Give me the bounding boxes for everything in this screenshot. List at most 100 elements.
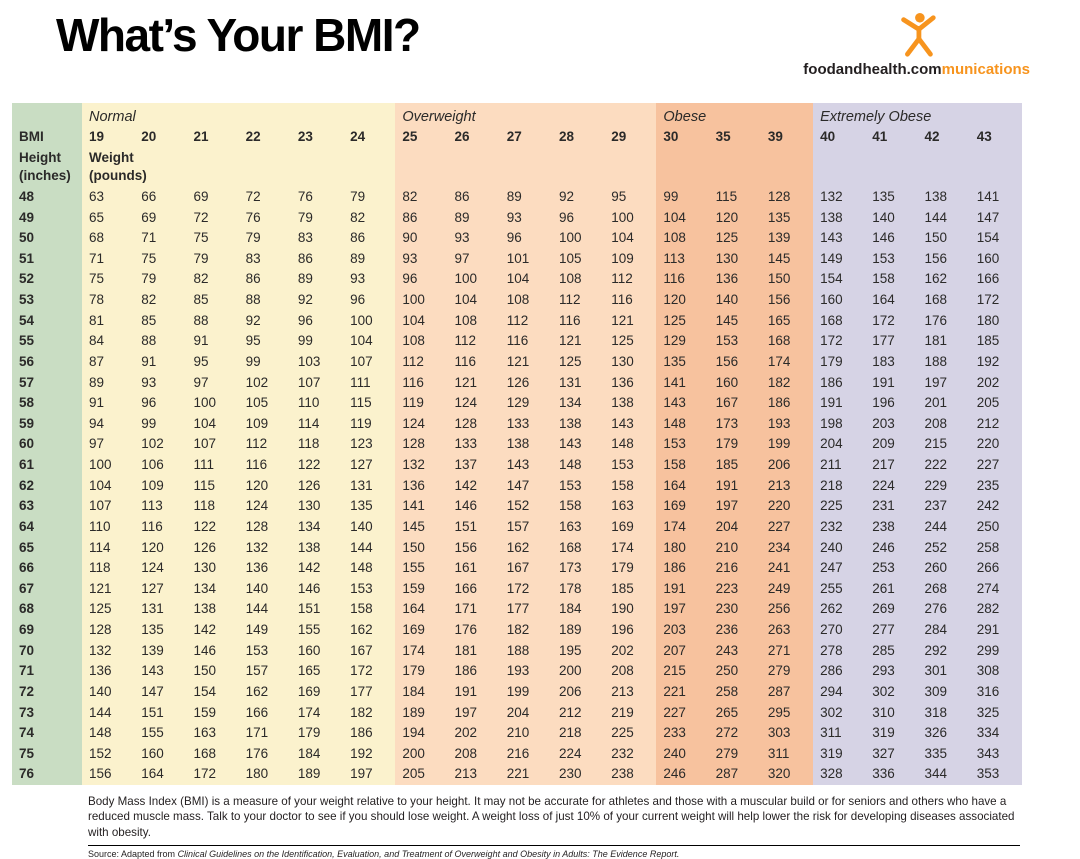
bmi-value-header: 24 xyxy=(343,127,396,148)
weight-cell: 197 xyxy=(447,702,500,724)
weight-cell: 235 xyxy=(969,475,1022,497)
weight-cell: 143 xyxy=(604,413,657,435)
weight-cell: 143 xyxy=(134,661,187,682)
height-cell: 63 xyxy=(12,496,82,517)
weight-cell: 81 xyxy=(82,310,135,332)
weight-cell: 149 xyxy=(238,620,291,641)
weight-cell: 136 xyxy=(708,269,761,290)
weight-cell: 143 xyxy=(551,434,605,455)
weight-cell: 174 xyxy=(290,702,344,724)
weight-cell: 76 xyxy=(290,186,344,208)
weight-cell: 138 xyxy=(186,599,239,620)
weight-cell: 112 xyxy=(447,331,500,352)
weight-cell: 82 xyxy=(134,290,187,311)
weight-cell: 147 xyxy=(134,681,187,703)
footer-source: Source: Adapted from Clinical Guidelines… xyxy=(88,849,1020,859)
weight-cell: 63 xyxy=(82,186,135,208)
weight-cell: 311 xyxy=(813,723,866,744)
weight-cell: 93 xyxy=(134,372,187,394)
weight-cell: 256 xyxy=(760,599,814,620)
weight-cell: 107 xyxy=(186,434,239,455)
weight-cell: 236 xyxy=(708,620,761,641)
weight-cell: 163 xyxy=(186,723,239,744)
table-row: 49 65 69 72 76 79 82 86 89 93 96 100 104 120 135 138 140… xyxy=(12,207,1022,229)
weight-cell: 113 xyxy=(134,496,187,517)
weight-cell: 182 xyxy=(760,372,814,394)
bmi-value-header: 25 xyxy=(395,127,448,148)
weight-cell: 160 xyxy=(290,640,344,662)
weight-cell: 229 xyxy=(917,475,970,497)
weight-cell: 127 xyxy=(343,455,396,476)
weight-cell: 112 xyxy=(551,290,605,311)
weight-cell: 293 xyxy=(865,661,918,682)
weight-cell: 211 xyxy=(813,455,866,476)
weight-cell: 143 xyxy=(656,393,709,414)
table-row: 51 71 75 79 83 86 89 93 97 101 105 109 113 130 145 149 1… xyxy=(12,248,1022,270)
height-column-spacer xyxy=(12,103,82,127)
weight-cell: 166 xyxy=(447,578,500,600)
weight-cell: 97 xyxy=(447,248,500,270)
weight-cell: 133 xyxy=(447,434,500,455)
weight-cell: 172 xyxy=(969,290,1022,311)
height-cell: 76 xyxy=(12,764,82,785)
height-cell: 70 xyxy=(12,640,82,662)
weight-cell: 195 xyxy=(551,640,605,662)
weight-cell: 76 xyxy=(238,207,291,229)
weight-cell: 232 xyxy=(813,516,866,538)
weight-cell: 152 xyxy=(499,496,552,517)
weight-cell: 178 xyxy=(551,578,605,600)
weight-cell: 200 xyxy=(551,661,605,682)
height-units-label: Height (inches) xyxy=(12,147,82,187)
height-cell: 49 xyxy=(12,207,82,229)
weight-cell: 114 xyxy=(82,537,135,559)
weight-cell: 96 xyxy=(395,269,448,290)
weight-cell: 125 xyxy=(82,599,135,620)
weight-cell: 204 xyxy=(813,434,866,455)
weight-cell: 225 xyxy=(604,723,657,744)
weight-cell: 116 xyxy=(447,351,500,373)
table-row: 58 91 96 100 105 110 115 119 124 129 134 138 143 167 1… xyxy=(12,393,1022,414)
weight-cell: 192 xyxy=(343,743,396,765)
weight-cell: 174 xyxy=(604,537,657,559)
height-cell: 60 xyxy=(12,434,82,455)
weight-cell: 66 xyxy=(134,186,187,208)
weight-cell: 166 xyxy=(238,702,291,724)
weight-cell: 69 xyxy=(186,186,239,208)
weight-cell: 79 xyxy=(134,269,187,290)
weight-cell: 111 xyxy=(343,372,396,394)
weight-cell: 276 xyxy=(917,599,970,620)
weight-cell: 126 xyxy=(186,537,239,559)
weight-cell: 193 xyxy=(760,413,814,435)
weight-cell: 139 xyxy=(134,640,187,662)
table-row: 55 84 88 91 95 99 104 108 112 116 121 125 129 153 168 1… xyxy=(12,331,1022,352)
weight-cell: 79 xyxy=(290,207,344,229)
weight-cell: 150 xyxy=(760,269,814,290)
weight-cell: 316 xyxy=(969,681,1022,703)
bmi-value-header: 19 xyxy=(82,127,135,148)
weight-cell: 191 xyxy=(447,681,500,703)
weight-cell: 114 xyxy=(290,413,344,435)
weight-cell: 153 xyxy=(865,248,918,270)
weight-cell: 75 xyxy=(186,228,239,249)
weight-cell: 120 xyxy=(134,537,187,559)
weight-cell: 116 xyxy=(499,331,552,352)
weight-cell: 135 xyxy=(760,207,814,229)
table-row: 65 114 120 126 132 138 144 150 156 162 168 174 180 21… xyxy=(12,537,1022,559)
weight-cell: 124 xyxy=(134,558,187,579)
weight-cell: 270 xyxy=(813,620,866,641)
weight-cell: 262 xyxy=(813,599,866,620)
weight-cell: 143 xyxy=(813,228,866,249)
weight-cell: 258 xyxy=(969,537,1022,559)
table-row: 53 78 82 85 88 92 96 100 104 108 112 116 120 140 156 16… xyxy=(12,290,1022,311)
weight-cell: 91 xyxy=(82,393,135,414)
height-cell: 62 xyxy=(12,475,82,497)
units-header-row: Height (inches) Weight (pounds) xyxy=(12,147,1022,187)
weight-cell: 128 xyxy=(82,620,135,641)
weight-cell: 328 xyxy=(813,764,866,785)
weight-cell: 174 xyxy=(656,516,709,538)
weight-cell: 153 xyxy=(656,434,709,455)
weight-cell: 295 xyxy=(760,702,814,724)
weight-cell: 219 xyxy=(604,702,657,724)
weight-cell: 132 xyxy=(82,640,135,662)
